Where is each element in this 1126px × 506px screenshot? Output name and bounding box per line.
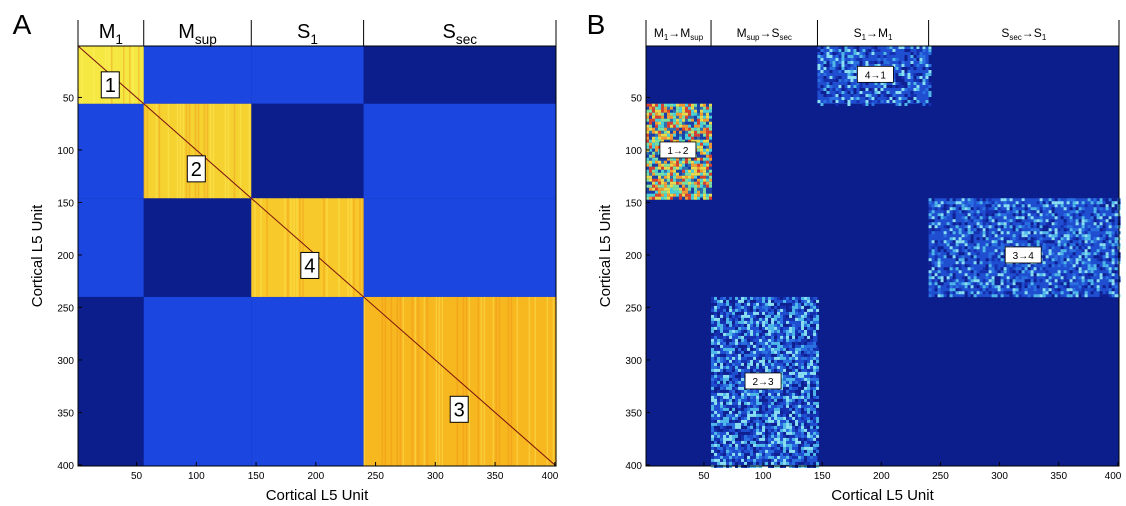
x-tick-label: 150 xyxy=(814,471,831,482)
y-tick-label: 250 xyxy=(625,303,642,314)
block-label: 2 xyxy=(191,159,202,181)
y-tick-label: 150 xyxy=(57,198,74,209)
y-tick-label: 300 xyxy=(625,356,642,367)
offdiag-block xyxy=(78,198,144,297)
diag-block-texture xyxy=(143,103,251,199)
y-tick-label: 200 xyxy=(57,251,74,262)
y-tick-label: 50 xyxy=(63,93,75,104)
block-label-box xyxy=(1004,246,1042,264)
y-tick-label: 400 xyxy=(625,461,642,472)
group-label-S1: S1 xyxy=(297,21,318,47)
y-axis-label: Cortical L5 Unit xyxy=(29,204,46,307)
offdiag-block xyxy=(251,46,364,104)
block-label: 2→3 xyxy=(753,377,775,388)
x-tick-label: 200 xyxy=(873,471,890,482)
group-label-2: S1→M1 xyxy=(854,26,893,42)
block-label-box xyxy=(744,372,782,390)
y-tick-label: 350 xyxy=(57,408,74,419)
offdiag-block xyxy=(143,46,252,104)
offdiag-block xyxy=(78,296,144,466)
x-tick-label: 250 xyxy=(367,471,384,482)
group-label-M1: M1 xyxy=(99,21,123,47)
x-tick-label: 250 xyxy=(932,471,949,482)
x-tick-label: 350 xyxy=(1050,471,1067,482)
x-tick-label: 400 xyxy=(1105,471,1122,482)
y-tick-label: 250 xyxy=(57,303,74,314)
panel-b: B 1→2 4→1 3→4 2→3 M1→Msup Msup→Ssec S1→M1 Ssec→S… xyxy=(587,9,1122,504)
x-tick-label: 100 xyxy=(188,471,205,482)
block-label-box xyxy=(449,395,469,423)
block-label-box xyxy=(857,65,894,83)
x-axis-label: Cortical L5 Unit xyxy=(266,487,369,504)
block-label: 4 xyxy=(304,255,315,277)
x-tick-label: 50 xyxy=(698,471,710,482)
x-tick-label: 300 xyxy=(991,471,1008,482)
panel-letter: A xyxy=(13,9,32,40)
x-axis-label: Cortical L5 Unit xyxy=(831,487,934,504)
y-tick-label: 150 xyxy=(625,198,642,209)
y-tick-label: 400 xyxy=(57,461,74,472)
group-label-Msup: Msup xyxy=(178,21,217,47)
offdiag-block xyxy=(143,198,252,297)
offdiag-block xyxy=(363,46,556,104)
diag-block-texture xyxy=(363,296,558,466)
axis-ticks: 50 100 150 200 250 300 350 400 50 100 150 200 250 300… xyxy=(57,93,558,482)
block-label: 1 xyxy=(105,75,116,97)
block-label: 3 xyxy=(454,399,465,421)
x-tick-label: 100 xyxy=(755,471,772,482)
x-tick-label: 350 xyxy=(487,471,504,482)
offdiag-block xyxy=(78,103,144,199)
offdiag-block xyxy=(363,103,556,199)
group-header: M1→Msup Msup→Ssec S1→M1 Ssec→S1 xyxy=(645,20,1120,47)
offdiag-block xyxy=(251,103,364,199)
offdiag-block xyxy=(143,296,252,466)
group-label-0: M1→Msup xyxy=(654,26,704,42)
group-label-3: Ssec→S1 xyxy=(1001,26,1046,42)
x-tick-label: 50 xyxy=(131,471,143,482)
diag-block-texture xyxy=(254,198,364,297)
y-tick-label: 350 xyxy=(625,408,642,419)
y-tick-label: 100 xyxy=(57,146,74,157)
group-header: M1 Msup S1 Ssec xyxy=(77,20,557,47)
x-tick-label: 150 xyxy=(248,471,265,482)
group-label-Ssec: Ssec xyxy=(443,21,478,47)
x-tick-label: 200 xyxy=(307,471,324,482)
block-label-box xyxy=(100,71,120,99)
panel-a: A 1 2 4 3 M1 Msup S1 Ssec 50 100 150 200 250 300 350 400… xyxy=(13,9,559,504)
group-label-1: Msup→Ssec xyxy=(737,26,792,42)
block-label-box xyxy=(659,141,697,159)
block-label: 3→4 xyxy=(1013,251,1035,262)
y-tick-label: 50 xyxy=(631,93,643,104)
block-label: 1→2 xyxy=(667,146,689,157)
x-tick-label: 300 xyxy=(427,471,444,482)
block-label-box xyxy=(300,251,320,279)
offdiag-block xyxy=(363,198,556,297)
y-axis-label: Cortical L5 Unit xyxy=(597,204,614,307)
offdiag-block xyxy=(251,296,364,466)
x-tick-label: 400 xyxy=(542,471,559,482)
block-label-box xyxy=(186,155,206,183)
axis-ticks: 50 100 150 200 250 300 350 400 50 100 150 200 250 300… xyxy=(625,93,1121,482)
y-tick-label: 200 xyxy=(625,251,642,262)
block-label: 4→1 xyxy=(865,70,887,81)
panel-letter: B xyxy=(587,9,606,40)
y-tick-label: 300 xyxy=(57,356,74,367)
y-tick-label: 100 xyxy=(625,146,642,157)
